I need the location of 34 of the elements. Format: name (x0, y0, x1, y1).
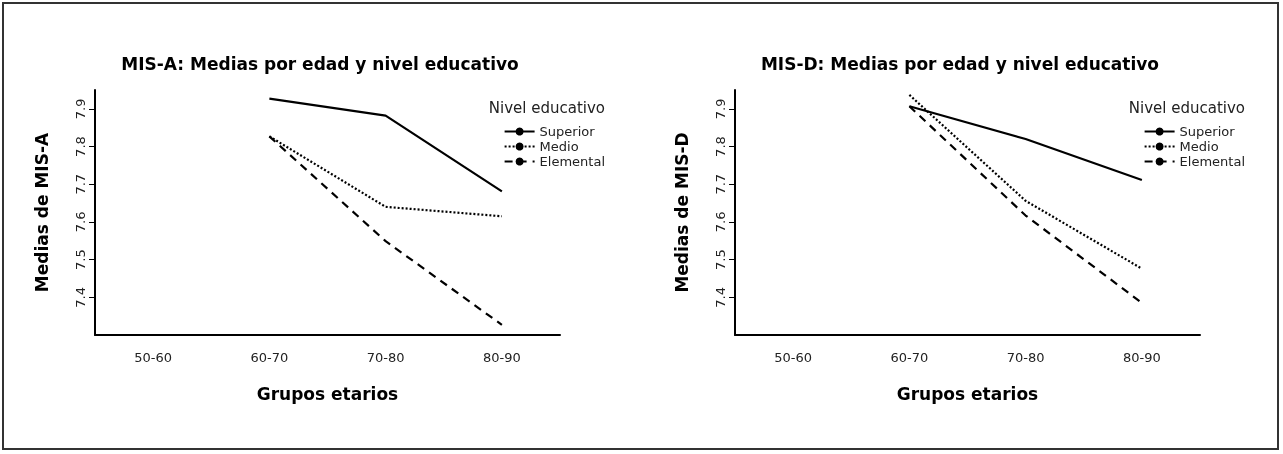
y-tick-label: 7.9 (73, 98, 88, 120)
chart-title: MIS-D: Medias por edad y nivel educativo (760, 53, 1160, 74)
x-tick-label: 80-90 (1122, 350, 1161, 365)
y-tick-label: 7.6 (713, 211, 728, 233)
y-tick-label: 7.8 (73, 136, 88, 157)
legend-title: Nivel educativo (1128, 98, 1246, 117)
legend-title: Nivel educativo (488, 98, 606, 117)
chart-title: MIS-A: Medias por edad y nivel educativo (121, 53, 519, 74)
legend-label: Medio (1179, 139, 1219, 154)
y-tick-label: 7.8 (713, 136, 728, 157)
y-tick-label: 7.4 (73, 286, 88, 308)
x-tick-label: 60-70 (890, 350, 929, 365)
legend-label: Medio (539, 139, 579, 154)
y-axis-title: Medias de MIS-A (31, 132, 52, 293)
x-tick-label: 70-80 (1006, 350, 1045, 365)
x-tick-label: 70-80 (366, 350, 405, 365)
legend-label: Elemental (539, 154, 606, 169)
y-tick-label: 7.7 (73, 173, 88, 195)
legend-label: Superior (1179, 124, 1236, 139)
x-axis-title: Grupos etarios (896, 383, 1039, 404)
y-tick-label: 7.7 (713, 173, 728, 195)
y-tick-label: 7.9 (713, 98, 728, 120)
y-tick-label: 7.4 (713, 286, 728, 308)
x-axis-title: Grupos etarios (256, 383, 399, 404)
x-tick-label: 50-60 (774, 350, 813, 365)
legend-label: Elemental (1179, 154, 1246, 169)
x-tick-label: 50-60 (134, 350, 173, 365)
y-tick-label: 7.6 (73, 211, 88, 233)
legend-label: Superior (539, 124, 596, 139)
y-tick-label: 7.5 (713, 249, 728, 270)
x-tick-label: 80-90 (482, 350, 521, 365)
x-tick-label: 60-70 (250, 350, 289, 365)
y-axis-title: Medias de MIS-D (671, 132, 692, 293)
y-tick-label: 7.5 (73, 249, 88, 270)
